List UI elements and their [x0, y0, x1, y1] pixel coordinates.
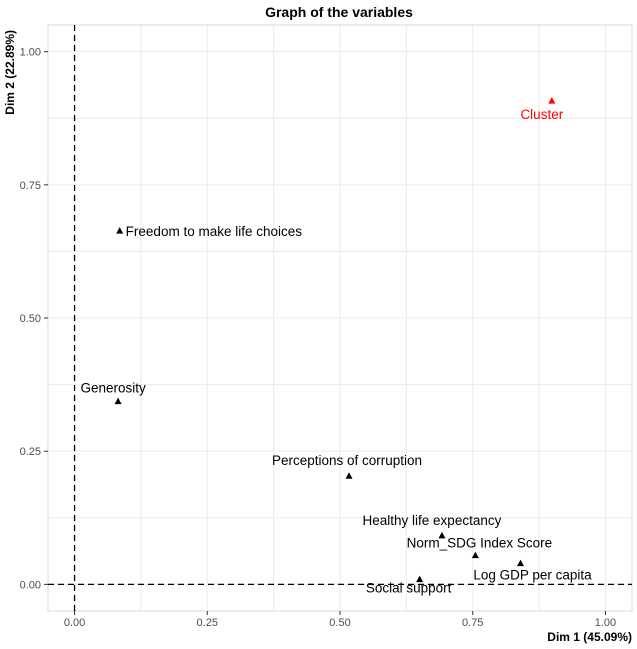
point-labels: Freedom to make life choices Generosity Pe…	[80, 107, 592, 595]
data-point	[114, 397, 122, 405]
y-tick-label: 1.00	[20, 47, 41, 59]
point-label: Perceptions of corruption	[272, 453, 422, 468]
x-tick-label: 0.50	[329, 617, 350, 629]
point-label: Generosity	[80, 381, 146, 396]
y-tick-label: 0.50	[20, 313, 41, 325]
y-tick-label: 0.75	[20, 180, 41, 192]
data-point	[548, 97, 556, 104]
x-tick-label: 0.00	[64, 617, 85, 629]
x-axis-title: Dim 1 (45.09%)	[547, 630, 632, 644]
y-axis-title: Dim 2 (22.89%)	[3, 30, 17, 115]
point-label: Norm_SDG Index Score	[407, 536, 553, 551]
y-tick-label: 0.00	[20, 579, 41, 591]
chart-title: Graph of the variables	[265, 4, 413, 20]
x-tick-label: 0.75	[462, 617, 483, 629]
data-point	[438, 531, 446, 539]
data-point	[416, 575, 424, 583]
point-label: Healthy life expectancy	[363, 513, 502, 528]
reference-lines	[48, 25, 632, 611]
point-label: Social support	[366, 581, 452, 596]
data-point	[345, 472, 353, 479]
x-tick-label: 0.25	[197, 617, 218, 629]
point-label: Freedom to make life choices	[126, 224, 303, 239]
point-label: Log GDP per capita	[473, 568, 592, 583]
y-tick-label: 0.25	[20, 446, 41, 458]
point-label: Cluster	[520, 107, 563, 122]
data-points	[114, 97, 556, 583]
data-point	[116, 227, 124, 234]
data-point	[471, 551, 479, 559]
data-point	[517, 559, 525, 567]
x-axis-ticks: 0.00 0.25 0.50 0.75 1.00	[64, 611, 616, 629]
x-tick-label: 1.00	[595, 617, 616, 629]
y-axis-ticks: 0.00 0.25 0.50 0.75 1.00	[20, 47, 48, 591]
